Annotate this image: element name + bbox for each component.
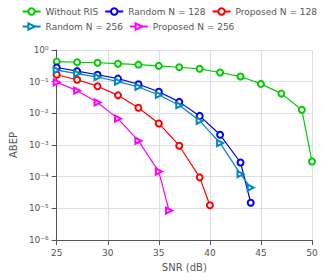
svg-text:SNR (dB): SNR (dB) bbox=[162, 262, 207, 273]
svg-text:Random N = 256: Random N = 256 bbox=[46, 22, 124, 32]
svg-text:25: 25 bbox=[51, 248, 62, 258]
svg-text:10⁻³: 10⁻³ bbox=[29, 140, 49, 150]
svg-text:10⁻⁴: 10⁻⁴ bbox=[29, 172, 49, 182]
svg-text:10⁻¹: 10⁻¹ bbox=[29, 77, 49, 87]
svg-text:45: 45 bbox=[255, 248, 266, 258]
svg-text:Proposed N = 128: Proposed N = 128 bbox=[236, 7, 318, 17]
svg-text:10⁻⁶: 10⁻⁶ bbox=[29, 235, 49, 245]
svg-text:ABEP: ABEP bbox=[8, 132, 19, 158]
svg-text:40: 40 bbox=[204, 248, 216, 258]
svg-text:Proposed N = 256: Proposed N = 256 bbox=[153, 22, 235, 32]
svg-text:10⁻⁵: 10⁻⁵ bbox=[29, 203, 49, 213]
svg-text:Without RIS: Without RIS bbox=[46, 7, 99, 17]
svg-text:50: 50 bbox=[306, 248, 318, 258]
svg-text:30: 30 bbox=[102, 248, 114, 258]
svg-text:10⁰: 10⁰ bbox=[34, 45, 49, 55]
svg-text:35: 35 bbox=[153, 248, 164, 258]
svg-text:10⁻²: 10⁻² bbox=[29, 108, 49, 118]
svg-text:Random N = 128: Random N = 128 bbox=[128, 7, 206, 17]
